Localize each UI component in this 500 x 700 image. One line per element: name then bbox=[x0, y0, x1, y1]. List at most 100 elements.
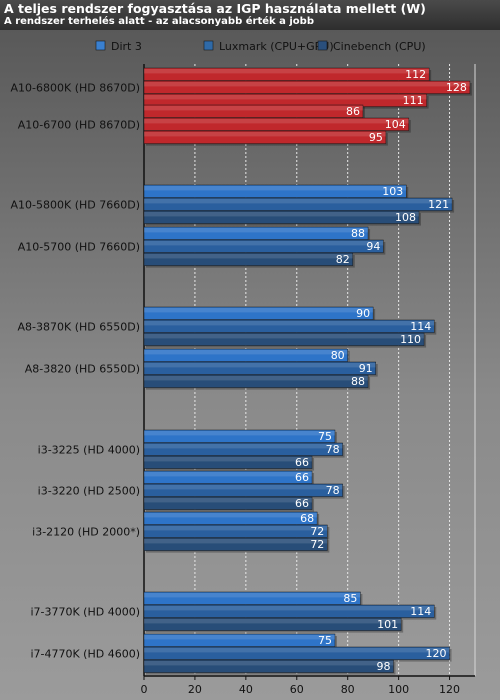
value-label: 114 bbox=[410, 320, 431, 333]
bar-sheen bbox=[144, 132, 386, 137]
bar-sheen bbox=[144, 606, 435, 611]
chart-header: A teljes rendszer fogyasztása az IGP has… bbox=[0, 0, 500, 30]
chart-area: 0 20 40 60 80 100 120 Dirt 3 Luxmark (CPU+GPU) Ci… bbox=[0, 30, 500, 700]
bar-sheen bbox=[144, 661, 394, 666]
chart-title: A teljes rendszer fogyasztása az IGP has… bbox=[4, 1, 426, 16]
bar-sheen bbox=[144, 119, 409, 124]
category-label: i3-3225 (HD 4000) bbox=[38, 443, 140, 456]
value-label: 80 bbox=[331, 349, 345, 362]
value-label: 75 bbox=[318, 430, 332, 443]
bar-sheen bbox=[144, 498, 313, 503]
bar-sheen bbox=[144, 82, 470, 87]
bar bbox=[143, 332, 425, 346]
bar-sheen bbox=[144, 648, 450, 653]
value-label: 121 bbox=[428, 198, 449, 211]
value-label: 82 bbox=[336, 253, 350, 266]
bar bbox=[143, 239, 384, 253]
x-tick-label: 40 bbox=[239, 683, 253, 696]
value-label: 68 bbox=[300, 512, 314, 525]
legend-swatch bbox=[317, 40, 328, 51]
value-label: 114 bbox=[410, 605, 431, 618]
bar bbox=[143, 429, 336, 443]
bar bbox=[143, 197, 453, 211]
bar bbox=[143, 591, 361, 605]
bar bbox=[143, 646, 450, 660]
value-label: 88 bbox=[351, 375, 365, 388]
value-label: 72 bbox=[310, 538, 324, 551]
bar-sheen bbox=[144, 431, 335, 436]
value-label: 128 bbox=[446, 81, 467, 94]
value-label: 110 bbox=[400, 333, 421, 346]
bar bbox=[143, 374, 369, 388]
bar-sheen bbox=[144, 321, 435, 326]
category-label: i7-4770K (HD 4600) bbox=[30, 647, 140, 660]
value-label: 120 bbox=[426, 647, 447, 660]
bar bbox=[143, 361, 376, 375]
category-label: i7-3770K (HD 4000) bbox=[30, 605, 140, 618]
bar-sheen bbox=[144, 526, 328, 531]
bar bbox=[143, 511, 318, 525]
x-tick-label: 80 bbox=[341, 683, 355, 696]
bar-sheen bbox=[144, 241, 384, 246]
value-label: 86 bbox=[346, 105, 360, 118]
bar-sheen bbox=[144, 95, 427, 100]
bar-sheen bbox=[144, 69, 430, 74]
bar-sheen bbox=[144, 186, 407, 191]
chart-subtitle: A rendszer terhelés alatt - az alacsonya… bbox=[4, 16, 314, 27]
value-label: 66 bbox=[295, 497, 309, 510]
bar-sheen bbox=[144, 228, 369, 233]
x-tick-label: 120 bbox=[439, 683, 460, 696]
value-label: 94 bbox=[366, 240, 380, 253]
category-label: A10-6700 (HD 8670D) bbox=[18, 118, 140, 131]
bar bbox=[143, 67, 430, 81]
value-label: 78 bbox=[326, 443, 340, 456]
bar-sheen bbox=[144, 513, 318, 518]
x-tick-label: 0 bbox=[141, 683, 148, 696]
category-label: i3-3220 (HD 2500) bbox=[38, 484, 140, 497]
value-label: 112 bbox=[405, 68, 426, 81]
x-tick-label: 20 bbox=[188, 683, 202, 696]
bar-sheen bbox=[144, 376, 369, 381]
bar-sheen bbox=[144, 199, 453, 204]
bar bbox=[143, 496, 313, 510]
value-label: 101 bbox=[377, 618, 398, 631]
legend-swatch bbox=[203, 40, 214, 51]
category-label: A10-5700 (HD 7660D) bbox=[18, 240, 140, 253]
bar-sheen bbox=[144, 485, 343, 490]
bar bbox=[143, 659, 394, 673]
value-label: 72 bbox=[310, 525, 324, 538]
bar-sheen bbox=[144, 106, 363, 111]
bar-sheen bbox=[144, 363, 376, 368]
category-label: i3-2120 (HD 2000*) bbox=[32, 525, 140, 538]
value-label: 88 bbox=[351, 227, 365, 240]
value-label: 66 bbox=[295, 456, 309, 469]
value-label: 103 bbox=[382, 185, 403, 198]
bar-sheen bbox=[144, 619, 402, 624]
bar-sheen bbox=[144, 334, 425, 339]
bar bbox=[143, 617, 402, 631]
bar bbox=[143, 470, 313, 484]
value-label: 95 bbox=[369, 131, 383, 144]
bar bbox=[143, 130, 387, 144]
bar-sheen bbox=[144, 444, 343, 449]
category-label: A8-3820 (HD 6550D) bbox=[25, 362, 140, 375]
bar bbox=[143, 442, 343, 456]
x-tick-label: 60 bbox=[290, 683, 304, 696]
bar bbox=[143, 633, 336, 647]
bar-chart: 0 20 40 60 80 100 120 Dirt 3 Luxmark (CPU+GPU) Ci… bbox=[11, 40, 476, 696]
value-label: 66 bbox=[295, 471, 309, 484]
x-tick-label: 100 bbox=[388, 683, 409, 696]
bar-sheen bbox=[144, 593, 361, 598]
bar bbox=[143, 524, 328, 538]
bar-sheen bbox=[144, 254, 353, 259]
bar-sheen bbox=[144, 539, 328, 544]
bar-sheen bbox=[144, 212, 419, 217]
value-label: 111 bbox=[403, 94, 424, 107]
value-label: 75 bbox=[318, 634, 332, 647]
bar bbox=[143, 604, 435, 618]
value-label: 108 bbox=[395, 211, 416, 224]
value-label: 104 bbox=[385, 118, 406, 131]
bar-sheen bbox=[144, 457, 313, 462]
bar bbox=[143, 184, 407, 198]
bar bbox=[143, 483, 343, 497]
